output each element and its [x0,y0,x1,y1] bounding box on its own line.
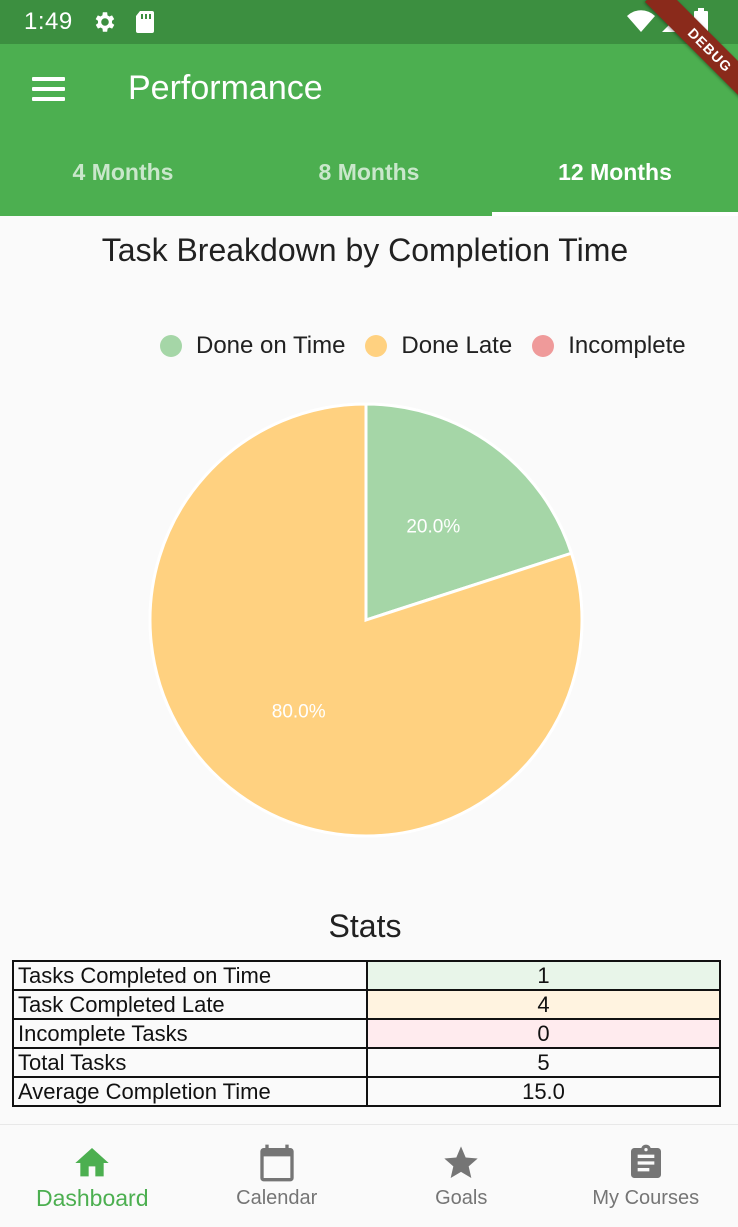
stat-label: Average Completion Time [12,1076,368,1107]
stat-value: 0 [366,1018,721,1049]
stat-label: Incomplete Tasks [12,1018,368,1049]
stat-value: 1 [366,960,721,991]
nav-label-goals: Goals [435,1187,488,1209]
nav-label-dashboard: Dashboard [35,1185,149,1211]
table-row: Task Completed Late 4 [12,989,721,1020]
legend-label-incomplete: Incomplete [568,332,686,359]
pie-chart: 20.0% 80.0% [148,402,584,838]
table-row: Incomplete Tasks 0 [12,1018,721,1049]
stat-label: Task Completed Late [12,989,368,1020]
settings-gear-icon [95,12,115,32]
nav-label-calendar: Calendar [236,1187,318,1209]
pie-slice-done-on-time [364,402,574,623]
menu-icon[interactable] [22,68,74,112]
table-row: Average Completion Time 15.0 [12,1076,721,1107]
stat-label: Total Tasks [12,1047,368,1078]
clipboard-icon [630,1144,661,1178]
tab-4-months[interactable]: 4 Months [72,159,174,185]
legend-item-done-late: Done Late [365,332,512,360]
period-tabs: 4 Months 8 Months 12 Months [0,144,738,216]
legend-label-done-on-time: Done on Time [196,332,346,359]
legend-dot-done-on-time [160,335,182,357]
sd-card-icon [136,11,154,33]
chart-legend: Done on Time Done Late Incomplete [160,332,706,360]
stat-value: 15.0 [366,1076,721,1107]
stat-value: 5 [366,1047,721,1078]
tab-8-months[interactable]: 8 Months [318,159,420,185]
nav-goals[interactable]: Goals [369,1125,554,1227]
stat-value: 4 [366,989,721,1020]
legend-dot-done-late [365,335,388,357]
nav-calendar[interactable]: Calendar [185,1125,370,1227]
stats-title: Stats [328,908,402,944]
legend-dot-incomplete [532,335,555,357]
table-row: Tasks Completed on Time 1 [12,960,721,991]
wifi-icon [627,10,655,32]
nav-label-my-courses: My Courses [592,1187,700,1209]
legend-item-incomplete: Incomplete [532,332,686,360]
calendar-icon [260,1144,294,1182]
home-icon [75,1148,109,1177]
pie-slice-done-late [148,402,584,838]
pie-label-done-late: 80.0% [272,702,326,723]
stat-label: Tasks Completed on Time [12,960,368,991]
legend-label-done-late: Done Late [401,332,513,359]
page-title: Performance [128,69,323,107]
legend-item-done-on-time: Done on Time [160,332,345,360]
star-icon [444,1146,478,1178]
chart-title: Task Breakdown by Completion Time [101,232,629,268]
nav-dashboard[interactable]: Dashboard [0,1125,185,1227]
status-bar: 1:49 [0,0,738,44]
status-time: 1:49 [24,8,73,35]
app-bar: Performance 4 Months 8 Months 12 Months [0,44,738,216]
nav-my-courses[interactable]: My Courses [554,1125,738,1227]
pie-label-done-on-time: 20.0% [406,516,460,537]
table-row: Total Tasks 5 [12,1047,721,1078]
stats-table: Tasks Completed on Time 1 Task Completed… [12,960,721,1107]
tab-12-months[interactable]: 12 Months [492,144,738,216]
bottom-navigation: Dashboard Calendar Goals My Courses [0,1124,738,1227]
